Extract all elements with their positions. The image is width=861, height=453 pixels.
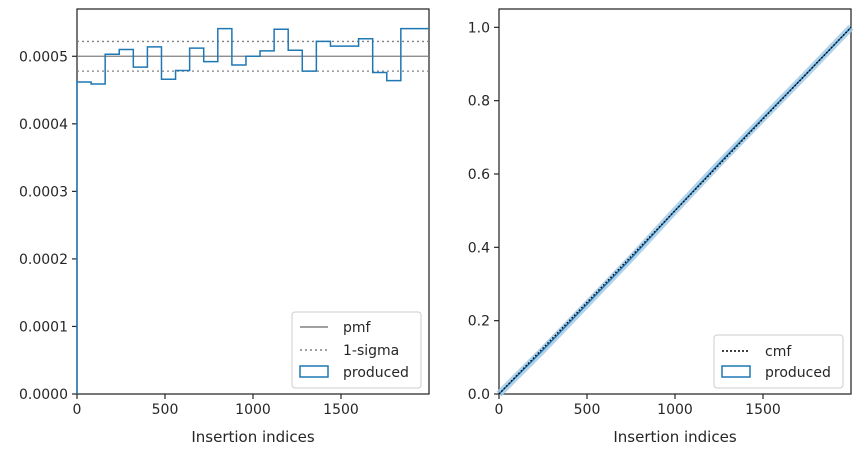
y-tick-label: 0.0000 — [19, 387, 68, 403]
produced-point — [586, 303, 588, 305]
legend-pmf-label: pmf — [343, 320, 372, 336]
right-legend: cmf produced — [713, 334, 844, 389]
legend-sigma-label: 1-sigma — [343, 343, 399, 359]
x-tick-label: 500 — [152, 402, 179, 418]
right-legend-box — [713, 334, 844, 389]
produced-point — [718, 163, 720, 165]
produced-point — [630, 257, 632, 259]
left-legend: pmf 1-sigma produced — [291, 311, 422, 389]
legend-produced-swatch-right — [721, 365, 751, 378]
y-tick-label: 0.0003 — [19, 184, 68, 200]
x-tick-label: 0 — [73, 402, 82, 418]
y-tick-label: 0.8 — [468, 94, 490, 110]
y-tick-label: 0.6 — [468, 167, 490, 183]
y-tick-label: 0.2 — [468, 314, 490, 330]
legend-produced-swatch — [299, 365, 329, 378]
right-chart-panel: 0 500 1000 1500 0.0 0.2 0.4 0.6 0.8 1.0 Insertion… — [468, 8, 854, 446]
x-tick-label: 1000 — [657, 402, 693, 418]
y-tick-label: 0.0001 — [19, 319, 68, 335]
left-chart-panel: 0 500 1000 1500 0.0000 0.0001 0.0002 0.0003 0.00… — [19, 8, 430, 446]
right-axis-ticks: 0 500 1000 1500 0.0 0.2 0.4 0.6 0.8 1.0 — [468, 20, 781, 418]
x-tick-label: 0 — [495, 402, 504, 418]
left-legend-box — [291, 311, 422, 389]
x-tick-label: 1000 — [235, 402, 271, 418]
legend-cmf-label: cmf — [765, 344, 792, 360]
y-tick-label: 0.0 — [468, 387, 490, 403]
y-tick-label: 0.4 — [468, 240, 490, 256]
y-tick-label: 0.0005 — [19, 49, 68, 65]
right-lines — [496, 24, 854, 397]
legend-produced-label: produced — [343, 365, 409, 381]
y-tick-label: 0.0004 — [19, 117, 68, 133]
x-tick-label: 1500 — [323, 402, 359, 418]
produced-point — [674, 210, 676, 212]
y-tick-label: 1.0 — [468, 20, 490, 36]
x-tick-label: 1500 — [745, 402, 781, 418]
produced-histogram-step — [76, 27, 429, 394]
cmf-line — [498, 26, 852, 395]
left-histogram — [76, 27, 429, 394]
y-tick-label: 0.0002 — [19, 252, 68, 268]
produced-point — [542, 349, 544, 351]
left-axis-ticks: 0 500 1000 1500 0.0000 0.0001 0.0002 0.0003 0.00… — [19, 49, 359, 418]
left-x-axis-label: Insertion indices — [191, 428, 314, 446]
legend-produced-label-right: produced — [765, 365, 831, 381]
right-x-axis-label: Insertion indices — [613, 428, 736, 446]
x-tick-label: 500 — [574, 402, 601, 418]
